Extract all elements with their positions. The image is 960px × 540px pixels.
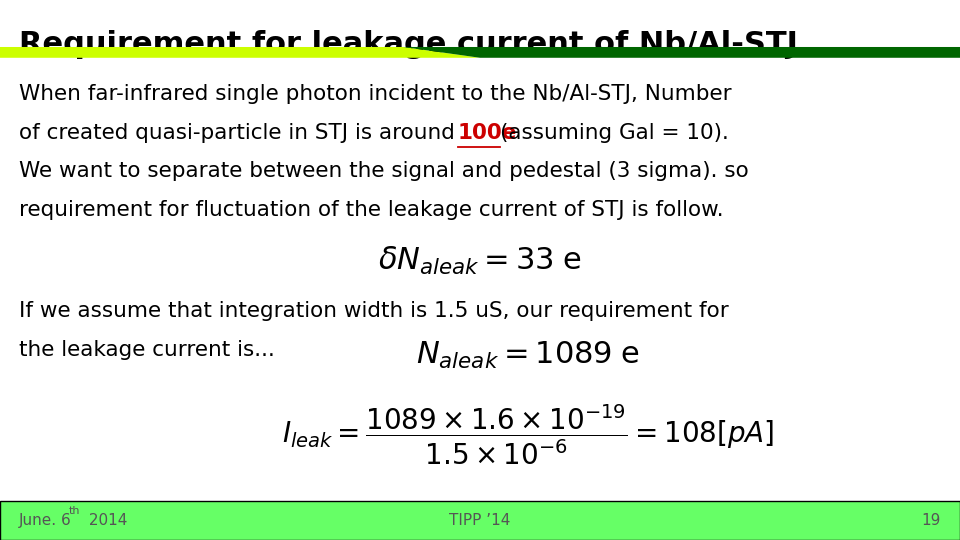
Text: When far-infrared single photon incident to the Nb/Al-STJ, Number: When far-infrared single photon incident…	[19, 84, 732, 104]
Text: TIPP ’14: TIPP ’14	[449, 513, 511, 528]
Text: June. 6: June. 6	[19, 513, 72, 528]
Text: of created quasi-particle in STJ is around: of created quasi-particle in STJ is arou…	[19, 123, 462, 143]
Text: We want to separate between the signal and pedestal (3 sigma). so: We want to separate between the signal a…	[19, 161, 749, 181]
Text: Requirement for leakage current of Nb/Al-STJ: Requirement for leakage current of Nb/Al…	[19, 30, 798, 59]
Text: th: th	[69, 507, 81, 516]
Text: If we assume that integration width is 1.5 uS, our requirement for: If we assume that integration width is 1…	[19, 301, 729, 321]
Text: (assuming Gal = 10).: (assuming Gal = 10).	[500, 123, 730, 143]
Text: 19: 19	[922, 513, 941, 528]
Text: 2014: 2014	[84, 513, 127, 528]
FancyBboxPatch shape	[0, 501, 960, 540]
Text: the leakage current is...: the leakage current is...	[19, 340, 276, 360]
Polygon shape	[0, 47, 480, 58]
Text: $\delta N_{aleak} = 33 \; \mathrm{e}$: $\delta N_{aleak} = 33 \; \mathrm{e}$	[378, 245, 582, 277]
Polygon shape	[403, 47, 960, 58]
Text: $I_{leak} = \dfrac{1089 \times 1.6 \times 10^{-19}}{1.5 \times 10^{-6}} = 108[pA: $I_{leak} = \dfrac{1089 \times 1.6 \time…	[282, 402, 774, 467]
Text: 100e: 100e	[458, 123, 517, 143]
Text: requirement for fluctuation of the leakage current of STJ is follow.: requirement for fluctuation of the leaka…	[19, 200, 724, 220]
Text: $N_{aleak} = 1089 \; \mathrm{e}$: $N_{aleak} = 1089 \; \mathrm{e}$	[416, 340, 640, 372]
